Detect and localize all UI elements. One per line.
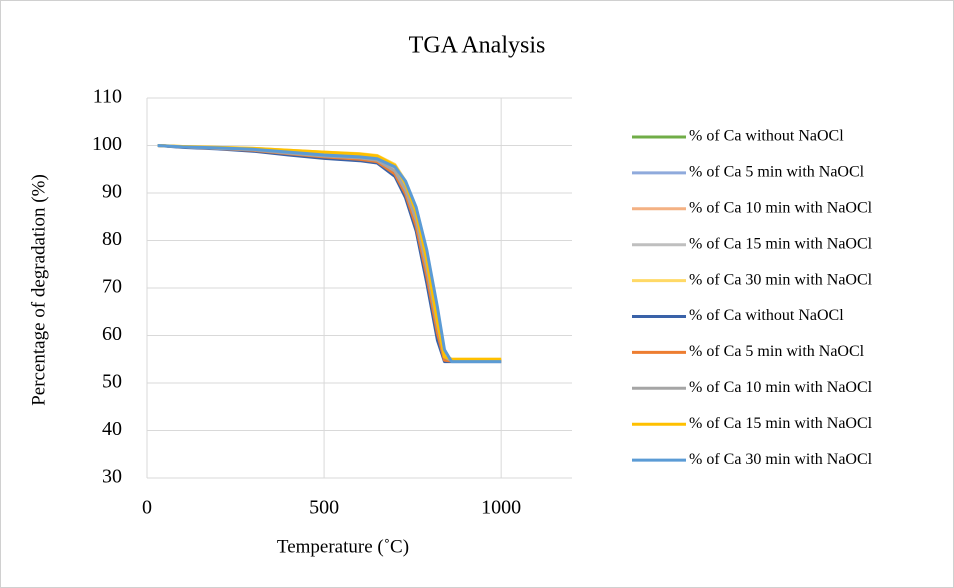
legend-label: % of Ca 15 min with NaOCl	[689, 415, 873, 432]
legend-label: % of Ca 5 min with NaOCl	[689, 343, 865, 360]
legend-label: % of Ca 10 min with NaOCl	[689, 379, 873, 396]
legend-label: % of Ca 10 min with NaOCl	[689, 199, 873, 216]
x-axis-label: Temperature (˚C)	[277, 536, 409, 557]
legend-label: % of Ca without NaOCl	[689, 128, 844, 145]
legend-label: % of Ca 30 min with NaOCl	[689, 271, 873, 288]
y-tick-label: 80	[102, 228, 122, 250]
x-tick-label: 500	[309, 497, 339, 519]
x-tick-label: 0	[142, 497, 152, 519]
legend-label: % of Ca 5 min with NaOCl	[689, 164, 865, 181]
y-tick-label: 100	[92, 133, 122, 155]
y-tick-label: 50	[102, 371, 122, 393]
chart-title: TGA Analysis	[409, 33, 546, 59]
series-line	[157, 144, 502, 364]
legend-label: % of Ca 30 min with NaOCl	[689, 451, 873, 468]
y-axis-label: Percentage of degradation (%)	[28, 174, 49, 406]
y-tick-label: 70	[102, 276, 122, 298]
y-tick-label: 60	[102, 323, 122, 345]
legend-label: % of Ca without NaOCl	[689, 307, 844, 324]
y-tick-label: 40	[102, 418, 122, 440]
y-tick-label: 110	[93, 86, 122, 108]
x-tick-label: 1000	[481, 497, 521, 519]
y-tick-label: 30	[102, 466, 122, 488]
legend-label: % of Ca 15 min with NaOCl	[689, 235, 873, 252]
y-tick-label: 90	[102, 181, 122, 203]
